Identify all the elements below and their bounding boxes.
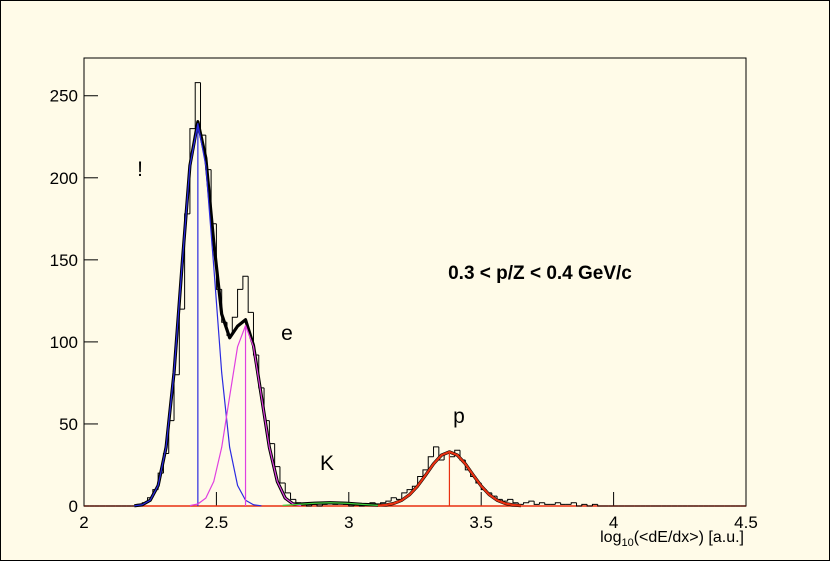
histogram-bin bbox=[422, 469, 429, 477]
fit-component bbox=[189, 324, 302, 507]
x-tick-label: 2.5 bbox=[205, 513, 229, 532]
fit-component bbox=[377, 450, 522, 507]
x-tick-label: 3.5 bbox=[469, 513, 493, 532]
histogram-bin bbox=[538, 502, 545, 505]
x-tick-label: 3 bbox=[344, 513, 353, 532]
histogram-bin bbox=[570, 502, 577, 505]
x-tick-label: 4 bbox=[609, 513, 618, 532]
x-label-subscript: 10 bbox=[621, 537, 633, 549]
series-label: e bbox=[281, 322, 293, 345]
fit-component bbox=[134, 123, 262, 507]
histogram-bin bbox=[231, 316, 238, 336]
histogram-bin bbox=[385, 500, 392, 503]
histogram-bin bbox=[591, 503, 598, 506]
histogram-bin bbox=[406, 489, 413, 493]
y-tick-label: 50 bbox=[59, 415, 78, 434]
histogram-bin bbox=[507, 498, 513, 502]
histogram-bin bbox=[290, 492, 296, 500]
x-label-suffix: (<dE/dx>) [a.u.] bbox=[634, 529, 744, 546]
histogram-bin bbox=[316, 504, 323, 507]
histogram-bin bbox=[528, 500, 535, 503]
histogram-bin bbox=[554, 502, 561, 505]
histogram-bin bbox=[237, 288, 243, 318]
histogram-bin bbox=[284, 483, 291, 494]
histogram-bin bbox=[576, 502, 582, 507]
histogram-bin bbox=[512, 499, 519, 504]
fit-component bbox=[282, 502, 378, 506]
histogram-bin bbox=[433, 446, 439, 457]
histogram-bin bbox=[401, 492, 408, 500]
histogram-bin bbox=[586, 504, 593, 507]
annotation: 0.3 < p/Z < 0.4 GeV/c bbox=[448, 263, 632, 284]
series-label: p bbox=[453, 405, 465, 428]
series-label: ! bbox=[137, 158, 143, 181]
y-tick-label: 250 bbox=[50, 87, 78, 106]
x-axis-label: log10(<dE/dx>) [a.u.] bbox=[600, 529, 744, 549]
histogram-bin bbox=[279, 466, 286, 484]
y-tick-label: 150 bbox=[50, 251, 78, 270]
histogram-bin bbox=[247, 276, 254, 313]
histogram-bin bbox=[560, 502, 566, 505]
histogram-bin bbox=[194, 82, 201, 129]
histogram-bin bbox=[242, 275, 249, 290]
histogram-bin bbox=[581, 503, 588, 506]
x-label-prefix: log bbox=[600, 529, 621, 546]
plot-frame bbox=[83, 57, 747, 507]
y-tick-label: 100 bbox=[50, 333, 78, 352]
histogram-bin bbox=[390, 497, 397, 502]
histogram-bin bbox=[427, 456, 434, 470]
histogram-bin bbox=[544, 502, 551, 505]
x-tick-label: 4.5 bbox=[734, 513, 758, 532]
y-tick-label: 0 bbox=[69, 497, 78, 516]
histogram-bin bbox=[533, 501, 540, 505]
x-tick-label: 2 bbox=[79, 513, 88, 532]
y-tick-label: 200 bbox=[50, 169, 78, 188]
histogram-bin bbox=[417, 475, 423, 487]
histogram-bin bbox=[523, 502, 529, 505]
series-label: K bbox=[320, 452, 334, 475]
histogram-bin bbox=[597, 504, 604, 507]
